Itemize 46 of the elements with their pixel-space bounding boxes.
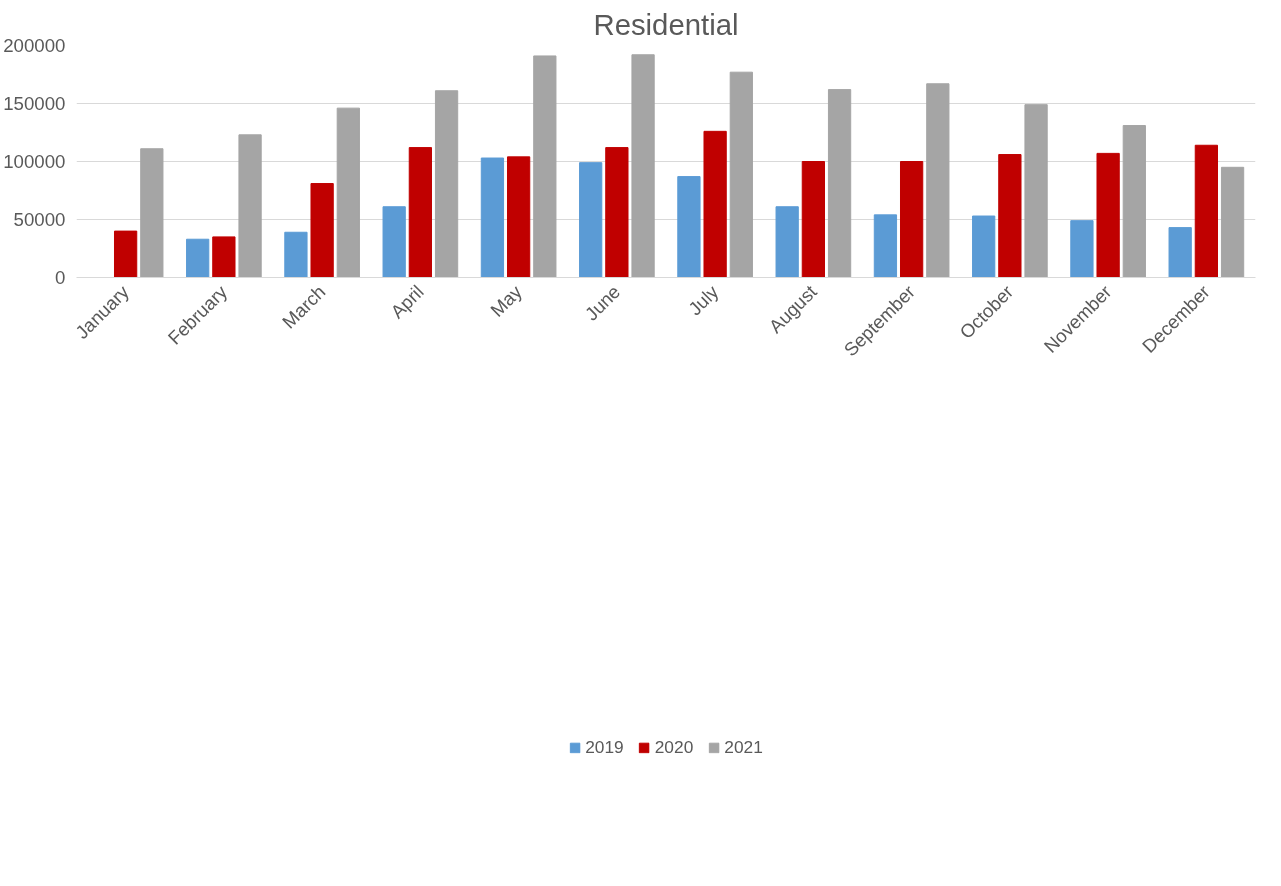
bar — [1096, 152, 1120, 278]
x-tick-label: July — [684, 280, 724, 320]
bar — [631, 54, 655, 278]
bar — [775, 206, 799, 278]
bar — [336, 107, 360, 278]
bar — [284, 231, 308, 278]
bar — [998, 154, 1022, 278]
legend-label: 2021 — [724, 736, 763, 758]
bar — [310, 183, 334, 278]
x-tick-label: May — [486, 280, 527, 321]
bar — [533, 55, 557, 278]
y-tick-label: 0 — [55, 267, 66, 288]
bar — [1220, 166, 1245, 278]
bar — [1122, 125, 1146, 278]
bar — [1194, 144, 1219, 278]
bar — [873, 214, 898, 278]
bar — [434, 90, 459, 278]
bar — [1024, 104, 1048, 278]
bar — [579, 162, 603, 278]
bar — [972, 215, 996, 278]
bar — [238, 134, 262, 278]
bar — [480, 157, 505, 278]
y-tick-label: 100000 — [3, 151, 66, 172]
bar — [408, 147, 433, 278]
bar — [113, 230, 138, 278]
bar — [729, 71, 753, 278]
y-tick-label: 50000 — [13, 209, 66, 230]
legend-label: 2019 — [585, 736, 624, 758]
bar — [1070, 220, 1094, 278]
legend-label: 2020 — [654, 736, 694, 758]
y-tick-label: 200000 — [3, 35, 66, 56]
bar — [506, 156, 531, 278]
bar — [677, 176, 701, 278]
bar — [140, 148, 164, 278]
y-tick-label: 150000 — [3, 93, 66, 114]
bar — [899, 161, 924, 278]
bar — [926, 83, 950, 278]
bar — [382, 206, 406, 278]
chart-title: Residential — [593, 7, 739, 41]
bar — [703, 130, 727, 278]
bar — [212, 236, 236, 278]
bar — [1168, 227, 1192, 278]
bar — [827, 89, 852, 278]
bar — [605, 147, 629, 278]
bar — [801, 161, 826, 278]
bar — [186, 238, 210, 278]
